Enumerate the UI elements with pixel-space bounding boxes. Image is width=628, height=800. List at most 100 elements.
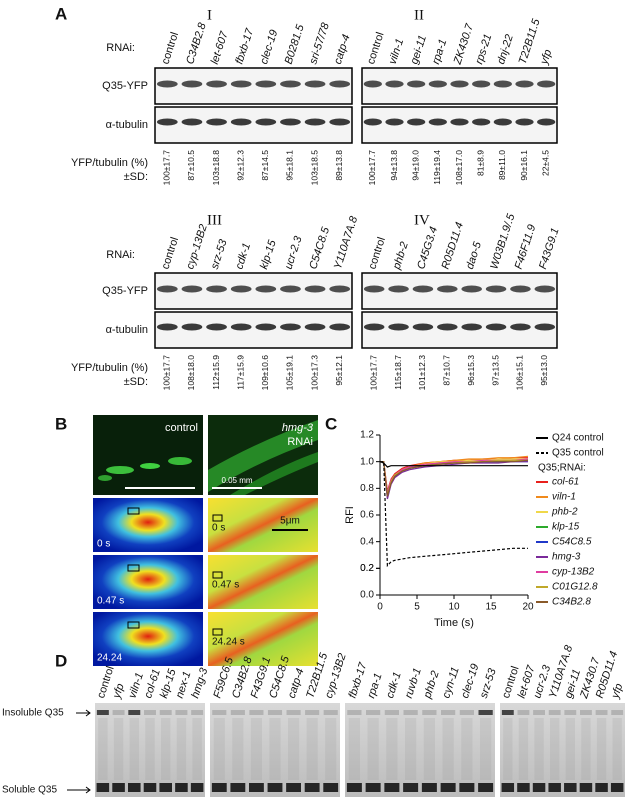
y-tick-label: 0.2 [360,563,374,574]
lane-label: hmg-3 [189,666,210,700]
lane-label: cdk-1 [233,242,253,271]
time-label: 24.24 s [212,637,245,648]
ratio-value: 95±12.1 [334,355,344,386]
ratio-value: 90±16.1 [519,150,529,181]
heat-image [93,555,203,609]
heat-image [93,612,203,666]
soluble-band [286,783,301,792]
bleach-roi [212,571,223,579]
band [485,323,507,331]
smear [288,718,300,780]
legend-label: C34B2.8 [552,597,591,608]
band [461,285,482,293]
smear [232,718,244,780]
soluble-band [517,783,530,792]
row-label: Q35-YFP [102,80,148,92]
diffuse-signal [230,452,318,495]
time-label: 0.47 s [212,580,239,591]
smear [550,718,560,780]
ratio-value: 106±15.1 [515,355,525,391]
band [255,323,277,331]
ratio-value: 95±18.1 [285,150,295,181]
band [385,118,404,126]
insoluble-band [128,710,141,715]
band [280,80,301,88]
legend-label: col-61 [552,477,579,488]
soluble-band [230,783,246,792]
soluble-band [96,783,110,792]
insoluble-band [501,710,514,715]
soluble-band [459,783,475,792]
band [363,80,382,88]
smear [518,718,529,780]
band [156,323,178,331]
aggregate [106,466,134,474]
lane-label: dao-5 [464,240,484,271]
ratio-value: 96±15.3 [466,355,476,386]
legend-label: C01G12.8 [552,582,598,593]
series-line [379,461,528,468]
lane-label: yfp [609,682,625,701]
row-label: YFP/tubulin (%) [71,362,148,374]
insoluble-band [517,710,530,715]
smear [581,718,591,780]
band [363,118,382,126]
ratio-value: 100±17.7 [162,355,172,391]
aggregate [168,457,192,465]
ratio-value: 108±18.0 [186,355,196,391]
lane-label: rpa-1 [430,38,449,66]
row-label: ±SD: [124,171,148,183]
band [304,285,326,293]
smear [348,718,360,780]
insoluble-band [384,710,399,715]
ratio-value: 103±18.5 [309,150,319,186]
lane-label: gei-11 [408,34,429,66]
ratio-value: 119±19.4 [432,150,442,185]
heat-image [208,498,318,552]
heat-image [208,555,318,609]
aggregate [140,463,160,469]
row-label: RNAi: [106,249,135,261]
lane-label: catp-4 [332,33,353,66]
band [230,323,252,331]
legend-label: phb-2 [551,507,578,518]
y-tick-label: 1.0 [360,456,374,467]
band [329,285,351,293]
time-label: 24.24 [97,653,122,664]
smear [367,718,379,780]
bleach-roi [212,514,223,522]
insoluble-band [595,710,608,715]
band [329,118,351,126]
scale-label: 0.05 mm [221,476,252,485]
insoluble-band [191,710,204,715]
lane-label: F43G9.1 [537,226,562,270]
lane-label: rps-21 [473,32,494,65]
blot-tubulin [154,311,353,349]
ratio-value: 109±10.6 [260,355,270,391]
insoluble-band [347,710,362,715]
band [230,118,252,126]
heat-image [208,612,318,666]
band [181,80,203,88]
x-tick-label: 0 [377,602,383,613]
band [472,118,491,126]
insoluble-band [249,710,264,715]
lane-label: F46F11.9 [513,223,539,271]
band [230,285,252,293]
soluble-band [190,783,204,792]
bleach-roi [127,621,140,629]
block-label: IV [414,212,430,228]
lane-label: fbxb-17 [233,26,256,65]
band [412,285,434,293]
soluble-band [610,783,624,792]
lane-label: control [160,236,182,271]
band [304,118,326,126]
ratio-value: 89±13.8 [334,150,344,181]
legend-label: cyp-13B2 [552,567,595,578]
band [537,80,556,88]
soluble-band [548,783,561,792]
lane-label: phb-2 [421,669,441,700]
bleach-roi [127,564,140,572]
insoluble-band [212,710,227,715]
smear [192,718,202,780]
